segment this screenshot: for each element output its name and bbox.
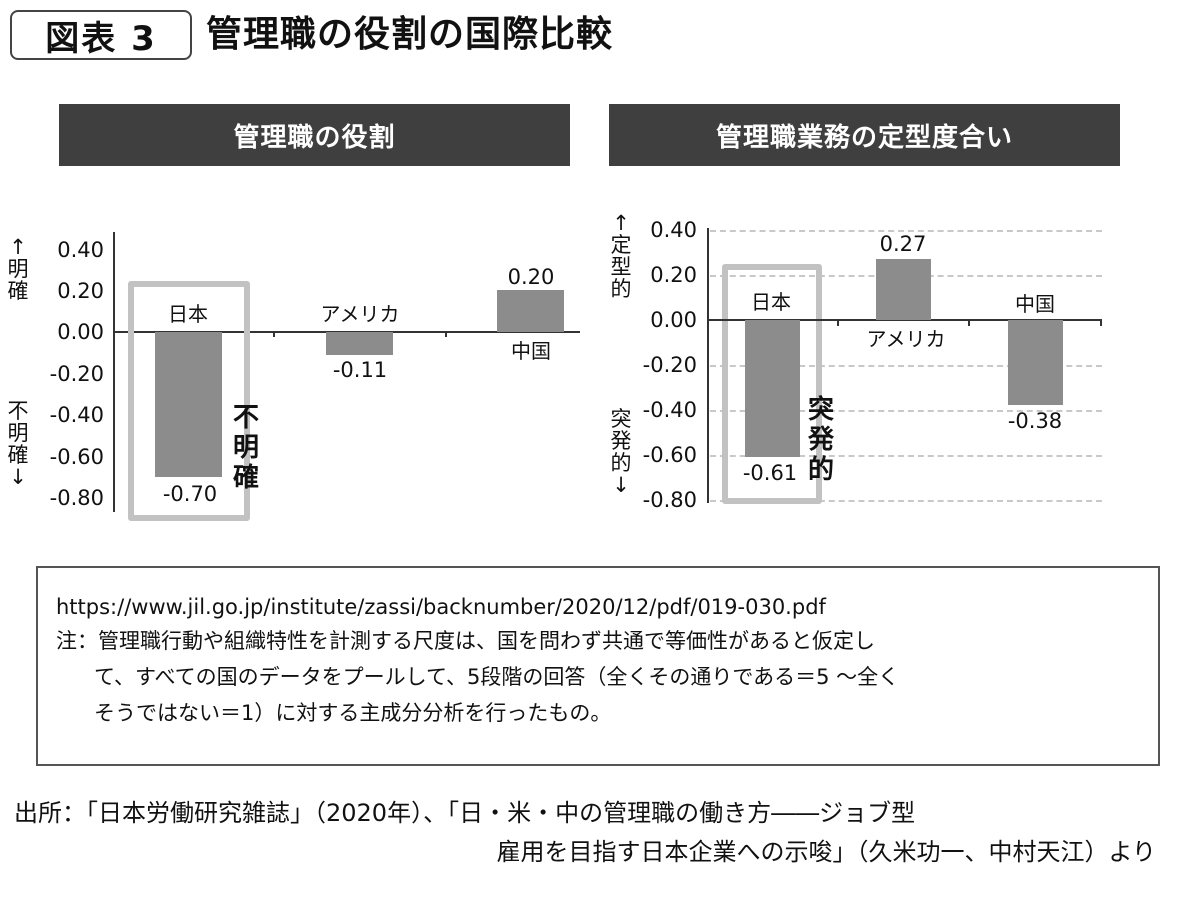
y-tick: -0.40	[49, 403, 104, 427]
callout-unclear: 不 明 確	[231, 403, 261, 493]
arrow-up-icon: ↑	[612, 211, 630, 235]
right-y-axis	[707, 228, 709, 503]
left-y-label-bottom: 不 明 確 ↓	[6, 400, 30, 488]
category-label: 中国	[1015, 292, 1055, 316]
x-tick-mark	[1100, 319, 1102, 326]
value-label: 0.20	[507, 265, 555, 289]
y-label-char: 明	[7, 257, 29, 281]
bar-america	[876, 259, 931, 320]
x-tick-mark	[445, 331, 447, 337]
source-line: 出所：「日本労働研究雑誌」（2020年）、「日・米・中の管理職の働き方――ジョブ…	[14, 799, 916, 827]
y-tick: -0.20	[49, 362, 104, 386]
note-line: て、すべての国のデータをプールして、5段階の回答（全くその通りである＝5 ～全く	[94, 665, 900, 689]
bar-japan	[155, 332, 222, 477]
callout-char: 明	[232, 433, 259, 463]
y-label-char: 的	[610, 451, 632, 475]
y-tick: -0.80	[49, 486, 104, 510]
japan-highlight-box	[128, 281, 250, 521]
right-y-label-bottom: 突 発 的 ↓	[609, 408, 633, 496]
y-tick: 0.40	[57, 238, 104, 262]
callout-char: 発	[807, 425, 834, 455]
right-x-axis	[707, 319, 1102, 321]
y-label-char: 明	[7, 421, 29, 445]
gridline	[710, 230, 1102, 232]
y-tick: 0.00	[650, 308, 697, 332]
category-label: アメリカ	[320, 302, 400, 326]
value-label: 0.27	[879, 232, 927, 256]
y-label-char: 確	[7, 279, 29, 303]
arrow-up-icon: ↑	[9, 235, 27, 259]
right-panel-title: 管理職業務の定型度合い	[609, 104, 1120, 166]
y-tick: 0.20	[57, 279, 104, 303]
value-label: -0.38	[1007, 409, 1063, 433]
y-tick: 0.20	[650, 263, 697, 287]
x-tick-mark	[837, 319, 839, 326]
callout-char: 突	[807, 395, 834, 425]
bar-china	[497, 290, 564, 332]
bar-japan	[745, 320, 800, 457]
gridline	[710, 365, 1102, 367]
category-label: 日本	[751, 290, 791, 314]
y-label-char: 確	[7, 443, 29, 467]
y-tick: -0.60	[642, 443, 697, 467]
y-tick: -0.20	[642, 353, 697, 377]
gridline	[710, 500, 1102, 502]
source-url: https://www.jil.go.jp/institute/zassi/ba…	[56, 595, 826, 619]
y-label-char: 型	[610, 255, 632, 279]
y-tick: -0.80	[642, 488, 697, 512]
source-line: 雇用を目指す日本企業への示唆」（久米功一、中村天江）より	[496, 838, 1156, 866]
japan-highlight-box	[722, 264, 822, 504]
notes-box: https://www.jil.go.jp/institute/zassi/ba…	[36, 566, 1160, 766]
gridline	[710, 410, 1102, 412]
left-y-label-top: ↑ 明 確	[6, 236, 30, 302]
callout-char: 的	[807, 455, 834, 485]
note-line: 注：管理職行動や組織特性を計測する尺度は、国を問わず共通で等価性があると仮定し	[56, 629, 875, 653]
figure-title: 管理職の役割の国際比較	[206, 14, 614, 55]
category-label: アメリカ	[866, 327, 946, 351]
value-label: -0.11	[332, 358, 388, 382]
bar-america	[326, 332, 393, 355]
y-tick: -0.40	[642, 398, 697, 422]
y-tick: 0.00	[57, 320, 104, 344]
y-label-char: 的	[610, 277, 632, 301]
value-label: -0.61	[742, 461, 798, 485]
x-tick-mark	[273, 331, 275, 337]
y-label-char: 突	[610, 407, 632, 431]
callout-char: 不	[232, 403, 259, 433]
figure-number-badge: 図表 3	[10, 10, 192, 60]
arrow-down-icon: ↓	[612, 473, 630, 497]
y-label-char: 発	[610, 429, 632, 453]
x-tick-mark	[968, 319, 970, 326]
category-label: 中国	[511, 339, 551, 363]
y-tick: -0.60	[49, 445, 104, 469]
left-panel-title: 管理職の役割	[59, 104, 570, 166]
left-y-axis	[113, 232, 115, 512]
bar-china	[1008, 320, 1063, 405]
callout-sudden: 突 発 的	[806, 395, 836, 485]
y-label-char: 定	[610, 233, 632, 257]
callout-char: 確	[232, 463, 259, 493]
arrow-down-icon: ↓	[9, 465, 27, 489]
gridline	[710, 455, 1102, 457]
value-label: -0.70	[162, 482, 218, 506]
note-line: そうではない＝1）に対する主成分分析を行ったもの。	[94, 701, 612, 725]
category-label: 日本	[168, 302, 208, 326]
y-label-char: 不	[7, 399, 29, 423]
right-y-label-top: ↑ 定 型 的	[609, 212, 633, 300]
y-tick: 0.40	[650, 218, 697, 242]
figure-number: 図表 3	[45, 18, 157, 59]
